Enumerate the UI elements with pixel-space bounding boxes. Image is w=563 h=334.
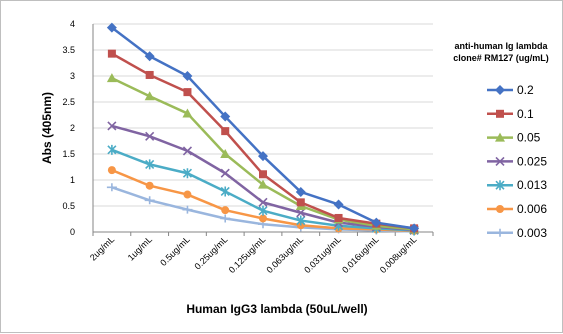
data-point-0.006 <box>259 214 267 223</box>
legend-marker-0.006 <box>496 205 504 213</box>
data-point-0.006 <box>145 181 154 190</box>
x-tick-label: 2ug/mL <box>88 234 116 262</box>
data-point-0.2 <box>371 217 382 228</box>
data-point-0.1 <box>145 70 154 79</box>
legend-label: 0.013 <box>517 178 547 192</box>
x-tick-label: 0.016ug/mL <box>340 234 381 275</box>
legend-marker-0.1 <box>496 109 504 118</box>
data-point-0.2 <box>144 51 155 62</box>
data-point-0.003 <box>106 183 117 192</box>
x-tick-label: 0.063ug/mL <box>265 234 306 275</box>
x-tick-label: 0.5ug/mL <box>158 234 192 268</box>
y-tick-label: 1.5 <box>62 149 75 159</box>
legend-label: 0.025 <box>517 154 547 168</box>
data-point-0.013 <box>258 205 268 216</box>
data-point-0.025 <box>220 168 230 178</box>
data-point-0.05 <box>220 149 231 158</box>
y-tick-label: 0 <box>70 227 75 237</box>
x-tick-label: 1ug/mL <box>126 234 154 262</box>
data-point-0.05 <box>106 73 117 83</box>
legend-label: 0.05 <box>517 131 541 145</box>
data-point-0.1 <box>259 170 267 179</box>
data-point-0.1 <box>183 88 192 97</box>
legend-label: 0.003 <box>517 226 547 240</box>
y-tick-label: 3.5 <box>62 45 75 55</box>
legend-marker-0.003 <box>495 228 505 237</box>
data-point-0.006 <box>221 206 230 215</box>
legend-marker-0.013 <box>495 180 505 191</box>
data-point-0.05 <box>258 179 268 189</box>
x-axis-title: Human IgG3 lambda (50uL/well) <box>186 302 367 316</box>
legend-title: clone# RM127 (ug/mL) <box>453 53 549 63</box>
y-tick-label: 1 <box>70 175 75 185</box>
legend-label: 0.2 <box>517 83 534 97</box>
data-point-0.2 <box>258 151 268 162</box>
data-point-0.025 <box>296 208 306 218</box>
data-point-0.003 <box>220 214 231 223</box>
data-point-0.2 <box>409 223 420 234</box>
data-point-0.2 <box>182 71 193 81</box>
data-point-0.025 <box>258 197 268 207</box>
data-point-0.013 <box>107 144 117 155</box>
legend-marker-0.2 <box>495 85 505 95</box>
data-point-0.2 <box>220 111 231 122</box>
data-point-0.1 <box>296 198 305 207</box>
legend-label: 0.1 <box>517 107 534 121</box>
data-point-0.006 <box>107 166 116 175</box>
data-point-0.05 <box>144 91 155 101</box>
legend-label: 0.006 <box>517 202 547 216</box>
data-point-0.025 <box>107 121 117 131</box>
y-axis-title: Abs (405nm) <box>40 92 54 164</box>
data-point-0.013 <box>145 159 155 170</box>
data-point-0.003 <box>182 205 193 214</box>
data-point-0.003 <box>144 196 155 205</box>
data-point-0.05 <box>182 108 193 118</box>
x-tick-label: 0.008ug/mL <box>378 234 419 275</box>
data-point-0.013 <box>182 168 193 179</box>
data-point-0.013 <box>296 215 306 226</box>
legend-title: anti-human Ig lambda <box>454 41 548 51</box>
y-tick-label: 2.5 <box>62 97 75 107</box>
x-tick-label: 0.031ug/mL <box>302 234 343 275</box>
data-point-0.2 <box>333 199 344 210</box>
x-tick-label: 0.25ug/mL <box>192 234 229 271</box>
legend-marker-0.05 <box>495 132 505 142</box>
data-point-0.1 <box>334 213 343 222</box>
y-tick-label: 2 <box>70 123 75 133</box>
data-point-0.2 <box>106 22 117 33</box>
data-point-0.1 <box>107 49 116 58</box>
data-point-0.013 <box>220 186 230 197</box>
y-tick-label: 3 <box>70 71 75 81</box>
data-point-0.025 <box>182 146 193 156</box>
legend-marker-0.025 <box>495 156 505 166</box>
data-point-0.006 <box>183 190 192 199</box>
y-tick-label: 0.5 <box>62 201 75 211</box>
x-tick-label: 0.125ug/mL <box>227 234 268 275</box>
data-point-0.025 <box>145 131 155 141</box>
data-point-0.1 <box>221 127 230 136</box>
y-tick-label: 4 <box>70 19 75 29</box>
data-point-0.2 <box>295 186 306 197</box>
